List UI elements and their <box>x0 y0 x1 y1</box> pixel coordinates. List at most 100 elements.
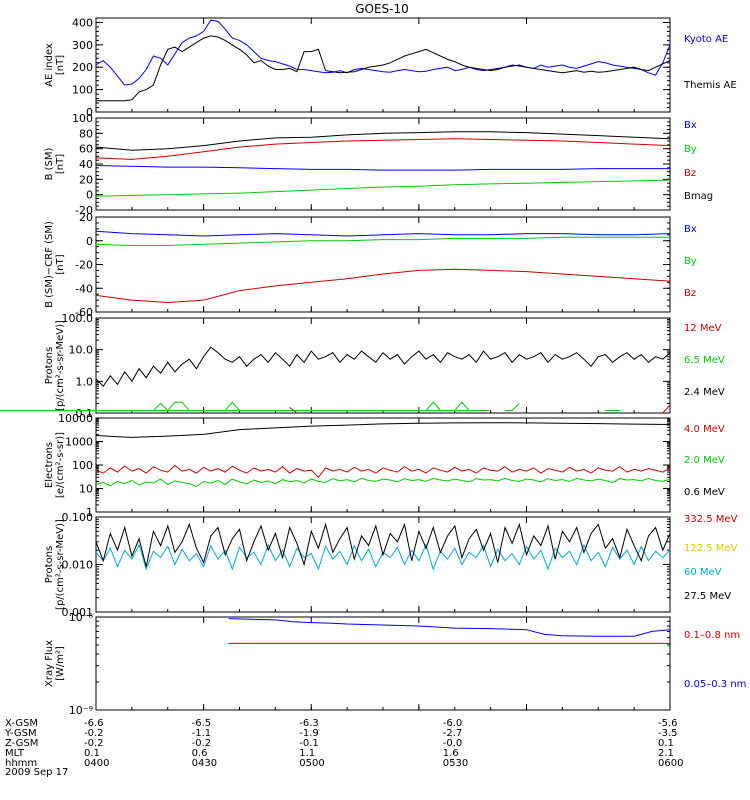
legend-entry: 2.0 MeV <box>684 455 725 466</box>
legend-entry: 0.05–0.3 nm <box>684 679 746 690</box>
series-2-0-mev <box>95 477 671 488</box>
ephemeris-value: -6.0 <box>443 718 463 729</box>
panel-b: -20 0 20 40 60 80 100 B (SM) [nT] Bx By Bz Bmag <box>44 112 713 217</box>
y-axis-label: Electrons <box>44 442 55 488</box>
legend-entry: Kyoto AE <box>684 34 728 45</box>
y-axis-label: [e/(cm²-s-sr)] <box>55 432 66 498</box>
series-27-5-mev <box>95 522 671 567</box>
y-tick-label: 1 <box>86 506 93 519</box>
panel-frame <box>95 417 671 513</box>
y-tick-label: 0 <box>86 235 93 248</box>
ephemeris-value: -6.6 <box>84 718 104 729</box>
ephemeris-row-label: hhmm <box>5 758 37 769</box>
panel-xray: 10⁻⁹ 10⁻⁸ Xray Flux [W/m²] 0.1–0.8 nm 0.05–0.… <box>44 611 746 717</box>
series-bmag <box>95 131 671 151</box>
plot-title: GOES-10 <box>355 2 409 16</box>
y-tick-label: 20 <box>79 211 93 224</box>
panel-bd: -60 -40 -20 0 20 B (SM)−CRF (SM) [nT] Bx By Bz <box>44 211 697 319</box>
ephemeris-value: -5.6 <box>658 718 678 729</box>
y-axis-label: AE index <box>44 43 55 87</box>
y-axis-label: [nT] <box>55 154 66 174</box>
y-axis-label: B (SM) <box>44 147 55 180</box>
y-tick-label: 100 <box>72 84 93 97</box>
date-label: 2009 Sep 17 <box>5 767 68 778</box>
ephemeris-row-label: X-GSM <box>5 718 38 729</box>
ephemeris-value: 0600 <box>658 758 683 769</box>
series-6-5-mev <box>146 401 190 412</box>
series-bz <box>95 268 671 304</box>
legend-entry: 2.4 MeV <box>684 387 725 398</box>
ephemeris-value: 0500 <box>299 758 324 769</box>
ephemeris-row-label: MLT <box>5 748 25 759</box>
legend-entry: 4.0 MeV <box>684 424 725 435</box>
legend-entry: Bz <box>684 168 696 179</box>
series-themis-ae <box>96 35 671 102</box>
y-tick-label: 0.001 <box>62 606 94 619</box>
y-axis-label: [p/(cm²-s-sr-MeV)] <box>55 519 66 610</box>
series-12-mev <box>289 407 298 414</box>
y-tick-label: 1.0 <box>76 375 94 388</box>
series-0-6-mev <box>95 422 671 438</box>
panel-frame <box>95 117 671 211</box>
ephemeris-value: 0.6 <box>192 748 208 759</box>
ephemeris-value: 0400 <box>84 758 109 769</box>
y-tick-label: 1000 <box>65 436 93 449</box>
y-tick-label: 20 <box>79 173 93 186</box>
series-bx <box>95 230 671 237</box>
series-4-0-mev <box>95 464 671 479</box>
legend-entry: Bx <box>684 120 697 131</box>
ephemeris-value: -6.5 <box>192 718 212 729</box>
y-tick-label: 0 <box>86 189 93 202</box>
series-6-5-mev <box>505 403 520 411</box>
legend-entry: 6.5 MeV <box>684 355 725 366</box>
ephemeris-value: 2.1 <box>658 748 674 759</box>
ephemeris-value: -3.5 <box>658 728 678 739</box>
series-bx <box>95 165 670 171</box>
y-tick-label: -20 <box>75 204 93 217</box>
ephemeris-value: -0.2 <box>192 738 212 749</box>
panel-frame <box>95 317 671 414</box>
ephemeris-value: -6.3 <box>299 718 319 729</box>
y-tick-label: 100.0 <box>62 312 94 325</box>
y-axis-label: B (SM)−CRF (SM) <box>44 221 55 308</box>
ephemeris-row-label: Z-GSM <box>5 738 38 749</box>
series-by <box>95 179 671 197</box>
series-kyoto-ae <box>95 19 671 86</box>
y-tick-label: 100 <box>72 459 93 472</box>
y-axis-label: [nT] <box>55 55 66 75</box>
ephemeris-value: 0.1 <box>84 748 100 759</box>
legend-entry: 12 MeV <box>684 323 722 334</box>
series-6-5-mev <box>454 401 470 411</box>
ephemeris-value: -0.2 <box>84 738 104 749</box>
y-tick-label: 40 <box>79 158 93 171</box>
y-axis-label: Xray Flux <box>44 640 55 687</box>
series-by <box>95 236 670 246</box>
ephemeris-value: 0.1 <box>658 738 674 749</box>
y-tick-label: 10000 <box>58 412 93 425</box>
y-tick-label: 200 <box>72 61 93 74</box>
y-tick-label: 10⁻⁸ <box>69 611 94 624</box>
panel-frame <box>95 516 671 613</box>
ephemeris-value: -2.7 <box>443 728 463 739</box>
legend-entry: 332.5 MeV <box>684 514 738 525</box>
y-axis-label: [nT] <box>55 254 66 274</box>
ephemeris-value: 1.6 <box>443 748 459 759</box>
legend-entry: Bz <box>684 288 696 299</box>
legend-entry: Bmag <box>684 191 713 202</box>
legend-entry: 27.5 MeV <box>684 591 731 602</box>
y-tick-label: 100 <box>72 112 93 125</box>
legend-entry: Themis AE <box>683 80 737 91</box>
y-tick-label: 0.010 <box>62 559 94 572</box>
y-axis-label: Protons <box>44 347 55 384</box>
ephemeris-value: 0430 <box>192 758 217 769</box>
ephemeris-table: X-GSM -6.6 -6.5 -6.3 -6.0 -5.6Y-GSM -0.2 -1.1 -1… <box>4 718 683 769</box>
y-tick-label: 300 <box>72 39 93 52</box>
ephemeris-value: -0.2 <box>84 728 104 739</box>
y-tick-label: 0 <box>86 106 93 119</box>
legend-entry: 0.1–0.8 nm <box>684 630 740 641</box>
y-tick-label: -60 <box>75 306 93 319</box>
ephemeris-row-label: Y-GSM <box>4 728 37 739</box>
